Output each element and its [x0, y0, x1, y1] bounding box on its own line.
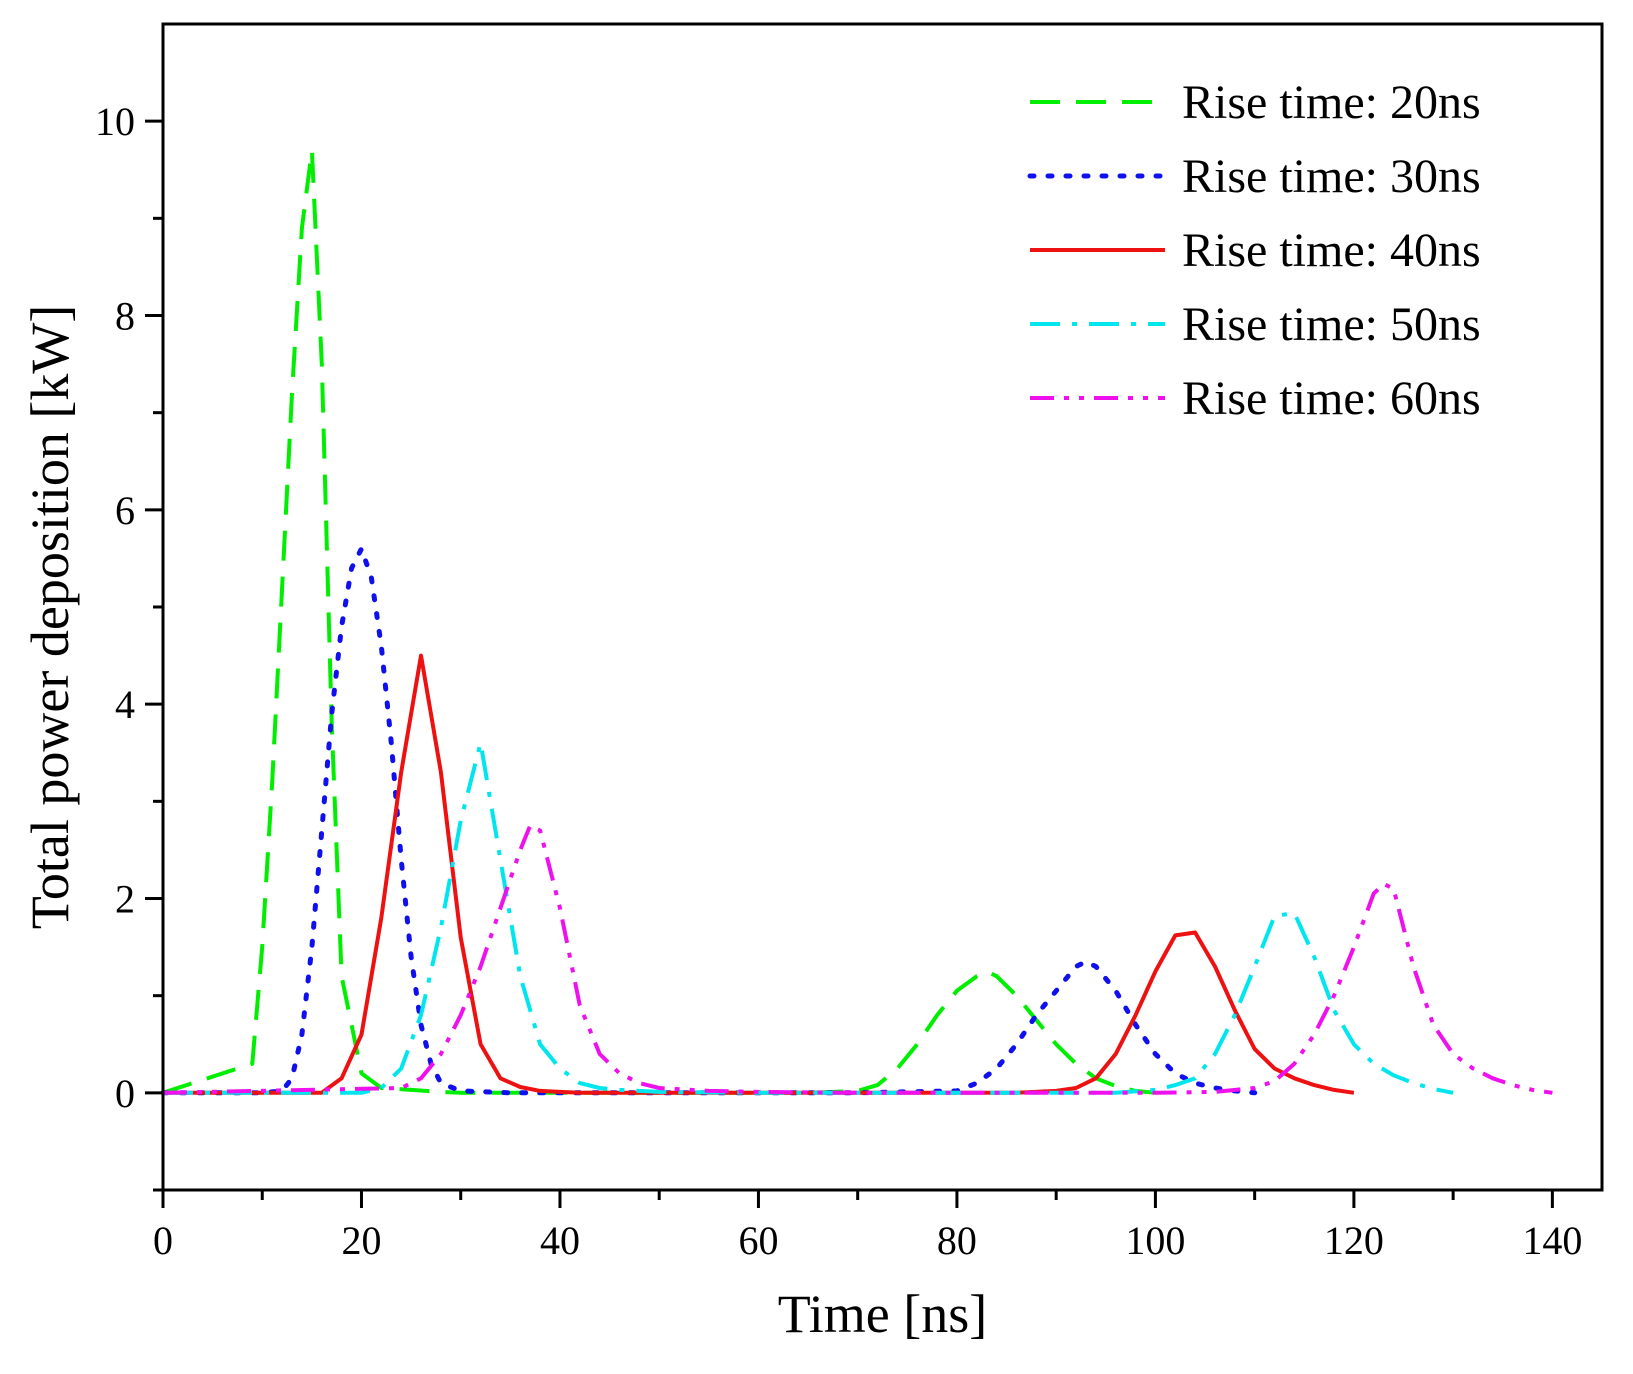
x-tick-label: 100: [1125, 1218, 1185, 1263]
legend-label-1: Rise time: 20ns: [1182, 76, 1481, 129]
series-layer: [160, 148, 1553, 1096]
x-tick-label: 80: [937, 1218, 977, 1263]
y-tick-label: 8: [115, 294, 135, 339]
y-tick-label: 10: [95, 99, 135, 144]
series-line-2: [160, 546, 1258, 1096]
legend-label-5: Rise time: 60ns: [1182, 372, 1481, 425]
series-line-1: [162, 148, 1156, 1095]
series-line-4: [163, 741, 1454, 1095]
x-tick-label: 60: [738, 1218, 778, 1263]
legend: Rise time: 20ns Rise time: 30ns Rise time:…: [1027, 76, 1481, 425]
legend-label-2: Rise time: 30ns: [1182, 150, 1481, 203]
x-tick-label: 120: [1324, 1218, 1384, 1263]
y-tick-label: 4: [115, 682, 135, 727]
y-tick-label: 0: [115, 1071, 135, 1116]
x-axis-title: Time [ns]: [778, 1284, 988, 1344]
y-axis-title: Total power deposition [kW]: [20, 305, 80, 930]
x-tick-label: 20: [341, 1218, 381, 1263]
y-tick-label: 2: [115, 877, 135, 922]
x-tick-label: 40: [540, 1218, 580, 1263]
legend-label-3: Rise time: 40ns: [1182, 224, 1481, 277]
legend-label-4: Rise time: 50ns: [1182, 298, 1481, 351]
axis-layer: 0 20 40 60 80 100 120 140 0 2 4 6 8 10: [95, 99, 1582, 1263]
x-tick-label: 140: [1522, 1218, 1582, 1263]
y-tick-label: 6: [115, 488, 135, 533]
x-tick-label: 0: [153, 1218, 173, 1263]
